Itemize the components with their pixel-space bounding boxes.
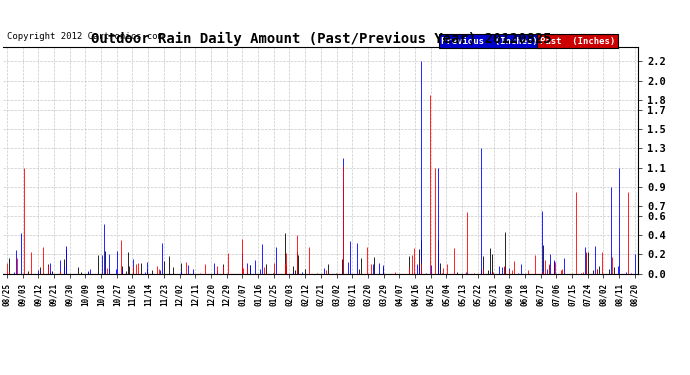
Text: Previous  (Inches): Previous (Inches) xyxy=(442,37,538,46)
Title: Outdoor Rain Daily Amount (Past/Previous Year) 20120825: Outdoor Rain Daily Amount (Past/Previous… xyxy=(90,32,551,46)
Text: Past  (Inches): Past (Inches) xyxy=(540,37,615,46)
Text: Copyright 2012 Cartronics.com: Copyright 2012 Cartronics.com xyxy=(7,32,163,41)
